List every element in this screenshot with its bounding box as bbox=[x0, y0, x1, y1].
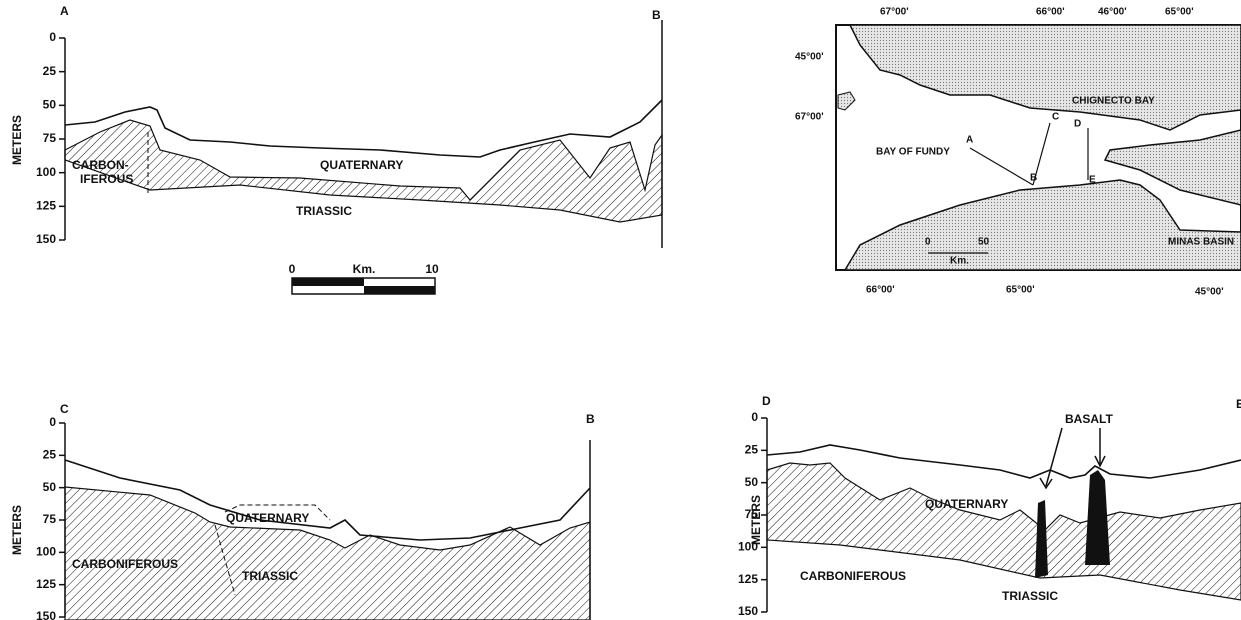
section-start: A bbox=[60, 4, 69, 18]
contact bbox=[224, 504, 331, 521]
unit-label: QUATERNARY bbox=[925, 497, 1008, 511]
map-scale-unit: Km. bbox=[950, 256, 969, 267]
section-end: E bbox=[1236, 397, 1241, 411]
y-tick-label: 50 bbox=[43, 98, 57, 112]
scale-start: 0 bbox=[289, 262, 296, 276]
place-label: MINAS BASIN bbox=[1168, 237, 1234, 248]
place-label: BAY OF FUNDY bbox=[876, 147, 950, 158]
y-tick-label: 25 bbox=[43, 448, 57, 462]
unit-label: CARBON- bbox=[72, 158, 129, 172]
map-scale-end: 50 bbox=[978, 237, 990, 248]
y-tick-label: 125 bbox=[36, 577, 56, 591]
point-label: E bbox=[1089, 175, 1096, 186]
seafloor bbox=[766, 444, 1241, 479]
unit-label: CARBONIFEROUS bbox=[72, 557, 178, 571]
scale-bar: 0 Km. 10 bbox=[289, 262, 439, 295]
land bbox=[848, 24, 1241, 131]
lat-label: 45°00' bbox=[795, 52, 824, 63]
land bbox=[843, 179, 1241, 271]
y-tick-label: 150 bbox=[738, 604, 758, 618]
point-label: B bbox=[1030, 173, 1037, 184]
section-start: C bbox=[60, 402, 69, 416]
lon-label: 65°00' bbox=[1165, 7, 1194, 18]
scale-end: 10 bbox=[425, 262, 439, 276]
axis-label: METERS bbox=[10, 115, 24, 165]
lon-label: 46°00' bbox=[1098, 7, 1127, 18]
location-map: 67°00' 66°00' 46°00' 65°00' 45°00' 67°00… bbox=[795, 7, 1241, 298]
y-tick-label: 75 bbox=[745, 507, 759, 521]
lon-label: 65°00' bbox=[1006, 285, 1035, 296]
seafloor bbox=[64, 99, 663, 158]
unit-label: TRIASSIC bbox=[1002, 589, 1058, 603]
place-label: CHIGNECTO BAY bbox=[1072, 96, 1155, 107]
y-tick-label: 50 bbox=[745, 475, 759, 489]
scale-unit: Km. bbox=[353, 262, 376, 276]
y-tick-label: 50 bbox=[43, 480, 57, 494]
lon-label: 66°00' bbox=[866, 285, 895, 296]
y-tick-label: 25 bbox=[43, 64, 57, 78]
y-tick-label: 0 bbox=[49, 415, 56, 429]
unit-label: IFEROUS bbox=[80, 172, 133, 186]
section-ab: A B METERS CARBON- IFEROUS QUATERNARY TR… bbox=[10, 4, 663, 295]
unit-label: BASALT bbox=[1065, 412, 1113, 426]
section-de: D E METERS BASALT QUATERNARY CARBONIFERO… bbox=[749, 394, 1241, 603]
seafloor bbox=[64, 459, 591, 541]
map-scale-start: 0 bbox=[925, 237, 931, 248]
section-start: D bbox=[762, 394, 771, 408]
island bbox=[837, 91, 856, 111]
land bbox=[1103, 129, 1241, 206]
bedrock bbox=[766, 462, 1241, 601]
y-tick-label: 100 bbox=[36, 165, 56, 179]
unit-label: TRIASSIC bbox=[242, 569, 298, 583]
section-end: B bbox=[586, 412, 595, 426]
y-tick-label: 75 bbox=[43, 131, 57, 145]
bedrock bbox=[64, 486, 591, 620]
unit-label: QUATERNARY bbox=[320, 158, 403, 172]
lon-label: 67°00' bbox=[880, 7, 909, 18]
y-tick-label: 0 bbox=[49, 30, 56, 44]
lat-label: 67°00' bbox=[795, 112, 824, 123]
section-end: B bbox=[652, 8, 661, 22]
bedrock bbox=[64, 119, 663, 223]
arrows bbox=[1039, 427, 1106, 490]
y-tick-label: 125 bbox=[738, 572, 758, 586]
basalt-dike bbox=[1035, 500, 1048, 578]
axis-label: METERS bbox=[749, 495, 763, 545]
lat-label: 45°00' bbox=[1195, 287, 1224, 298]
y-tick-label: 0 bbox=[751, 410, 758, 424]
profile-lines bbox=[969, 122, 1089, 186]
basalt-dike bbox=[1085, 470, 1110, 565]
unit-label: TRIASSIC bbox=[296, 204, 352, 218]
y-tick-label: 125 bbox=[36, 199, 56, 213]
contact bbox=[214, 524, 236, 596]
axis-label: METERS bbox=[10, 505, 24, 555]
point-label: C bbox=[1052, 112, 1059, 123]
y-tick-label: 75 bbox=[43, 512, 57, 526]
point-label: D bbox=[1074, 119, 1081, 130]
section-cb: C B METERS QUATERNARY CARBONIFEROUS TRIA… bbox=[10, 402, 595, 620]
y-tick-label: 150 bbox=[36, 609, 56, 620]
y-tick-label: 25 bbox=[745, 443, 759, 457]
point-label: A bbox=[966, 135, 973, 146]
lon-label: 66°00' bbox=[1036, 7, 1065, 18]
y-tick-label: 150 bbox=[36, 232, 56, 246]
y-tick-label: 100 bbox=[36, 545, 56, 559]
y-tick-label: 100 bbox=[738, 540, 758, 554]
unit-label: QUATERNARY bbox=[226, 511, 309, 525]
unit-label: CARBONIFEROUS bbox=[800, 569, 906, 583]
